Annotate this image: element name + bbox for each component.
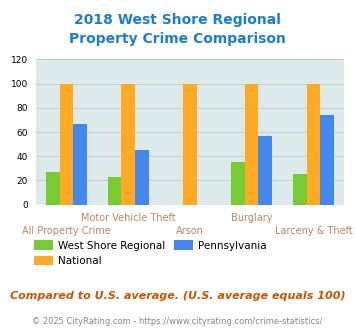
Text: All Property Crime: All Property Crime [22,226,111,236]
Bar [307,83,320,205]
Text: Motor Vehicle Theft: Motor Vehicle Theft [81,213,175,223]
Bar [245,83,258,205]
Legend: West Shore Regional, National, Pennsylvania: West Shore Regional, National, Pennsylva… [30,236,271,270]
Text: Larceny & Theft: Larceny & Theft [274,226,353,236]
Bar [320,115,334,205]
Bar [183,83,197,205]
Bar [108,177,121,205]
Bar [135,150,148,205]
Text: 2018 West Shore Regional
Property Crime Comparison: 2018 West Shore Regional Property Crime … [69,13,286,46]
Bar [60,83,73,205]
Text: © 2025 CityRating.com - https://www.cityrating.com/crime-statistics/: © 2025 CityRating.com - https://www.city… [32,317,323,326]
Bar [258,136,272,205]
Bar [46,172,60,205]
Text: Compared to U.S. average. (U.S. average equals 100): Compared to U.S. average. (U.S. average … [10,291,345,301]
Text: Arson: Arson [176,226,204,236]
Bar [73,123,87,205]
Bar [231,162,245,205]
Bar [293,174,307,205]
Text: Burglary: Burglary [231,213,272,223]
Bar [121,83,135,205]
